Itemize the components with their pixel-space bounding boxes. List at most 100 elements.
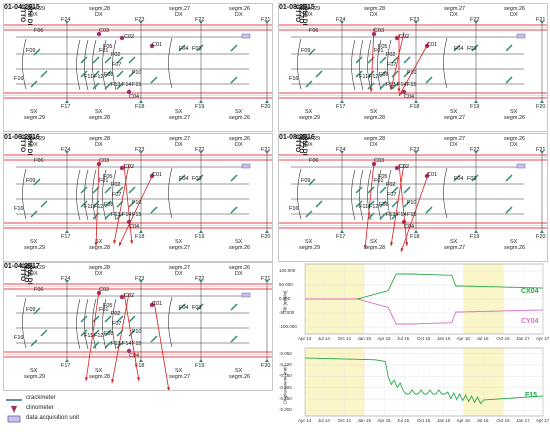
sensor-label-f14: F14	[122, 82, 131, 88]
sensor-label-f16: F16	[14, 335, 23, 341]
sensor-label-f12: F12	[369, 74, 378, 80]
series-cx04-label: CX04	[521, 288, 539, 295]
frame-label-top: F24	[336, 148, 345, 154]
chart-tilt-x-tick: Oct 14	[338, 336, 351, 341]
frame-label-top: F22	[195, 148, 204, 154]
segment-label-bottom: segm.26	[229, 246, 250, 252]
segment-label-bottom: segm.28	[364, 246, 385, 252]
town-label-right: AMPEZZO	[23, 262, 30, 289]
panel-2: segm.29 DX segm.28 DX segm.27 DX segm.26 DX SX se…	[278, 3, 548, 132]
panel-1: segm.29 DX segm.28 DX segm.27 DX segm.26 DX SX se…	[3, 3, 273, 132]
sensor-label-f11: F11	[359, 204, 368, 210]
side-label-top: DX	[95, 13, 103, 19]
town-label-right: AMPEZZO	[298, 3, 305, 30]
sensor-label-f07: F07	[112, 62, 121, 68]
chart-tilt-x-tick: Apr 14	[298, 336, 311, 341]
frame-label-bottom: F19	[470, 235, 479, 241]
crackmeter-2	[81, 316, 87, 322]
sensor-label-f15: F15	[132, 341, 141, 347]
pier-arc-6	[169, 297, 173, 347]
chart-disp-x-tick: Apr 14	[298, 418, 311, 423]
crackmeter-6	[129, 57, 135, 63]
crackmeter-3	[368, 57, 374, 63]
chart-disp-x-tick: Jan 16	[437, 418, 451, 423]
frame-label-top: F22	[470, 18, 479, 24]
pier-arc-2	[85, 170, 89, 220]
sensor-label-f14: F14	[122, 341, 131, 347]
frame-label-top: F23	[135, 18, 144, 24]
sensor-label-f06: F06	[309, 28, 318, 34]
chart-disp-x-tick: Jan 15	[358, 418, 372, 423]
frame-label-top: F23	[135, 148, 144, 154]
legend-dau: data acquisition unit	[4, 415, 24, 424]
side-label-top: DX	[175, 272, 183, 278]
sensor-label-f02: F02	[386, 52, 395, 58]
frame-label-top: F21	[536, 148, 545, 154]
sensor-label-f03: F03	[192, 176, 201, 182]
town-label-right: AMPEZZO	[298, 133, 305, 160]
sensor-label-f10: F10	[132, 329, 141, 335]
crackmeter-17	[231, 45, 237, 51]
chart-tilt-y-tick: -100.000	[279, 324, 297, 329]
sensor-label-f09: F09	[301, 48, 310, 54]
sensor-label-f13: F13	[386, 212, 395, 218]
chart-tilt-x-tick: Oct 15	[417, 336, 430, 341]
sensor-label-f11: F11	[84, 333, 93, 339]
sensor-label-f09: F09	[26, 48, 35, 54]
crackmeter-1	[41, 71, 47, 77]
sensor-label-f04: F04	[179, 46, 188, 52]
sensor-label-f13: F13	[111, 82, 120, 88]
frame-label-bottom: F17	[336, 105, 345, 111]
displacement-arrow-1	[391, 164, 404, 246]
sensor-label-f11: F11	[84, 204, 93, 210]
sensor-label-c02: C02	[124, 293, 134, 299]
sensor-label-c03: C03	[99, 158, 109, 164]
crackmeter-17	[506, 175, 512, 181]
chart-disp-y-label: Displacement [mm]	[283, 365, 288, 405]
frame-label-top: F21	[261, 277, 270, 283]
pier-arc-3	[93, 40, 97, 90]
sensor-label-f10: F10	[132, 200, 141, 206]
crackmeter-6	[129, 187, 135, 193]
chart-tilt-x-tick: Jan 15	[358, 336, 372, 341]
frame-label-bottom: F19	[195, 235, 204, 241]
crackmeter-3	[93, 57, 99, 63]
frame-marker-bottom-3	[540, 230, 544, 233]
frame-marker-bottom-1	[139, 230, 143, 233]
frame-marker-bottom-2	[474, 230, 478, 233]
sensor-label-c03: C03	[374, 28, 384, 34]
frame-marker-bottom-1	[139, 100, 143, 103]
sensor-label-f10: F10	[132, 70, 141, 76]
segment-label-bottom: segm.29	[24, 116, 45, 122]
crackmeter-19	[231, 336, 237, 342]
frame-label-bottom: F18	[410, 105, 419, 111]
sensor-label-c02: C02	[399, 34, 409, 40]
chart-disp-x-tick: Jul 16	[477, 418, 489, 423]
sensor-label-f07: F07	[387, 192, 396, 198]
chart-disp-x-tick: Oct 14	[338, 418, 351, 423]
frame-label-bottom: F18	[135, 235, 144, 241]
sensor-label-f09: F09	[301, 178, 310, 184]
clinometer-icon	[4, 405, 24, 414]
side-label-top: DX	[450, 143, 458, 149]
side-label-top: DX	[235, 143, 243, 149]
sensor-label-f03: F03	[467, 46, 476, 52]
frame-label-bottom: F19	[195, 364, 204, 370]
legend: crackmeter clinometer data acquisition u…	[4, 393, 270, 427]
chart-disp-x-tick: Apr 15	[377, 418, 390, 423]
monitoring-charts: 100.000 50.000 0.000 -50.000 -100.000 Apr 14 J…	[277, 262, 547, 427]
sensor-label-f05: F05	[378, 174, 387, 180]
pier-arc-6	[169, 168, 173, 218]
frame-label-top: F22	[195, 277, 204, 283]
pier-arc-1	[352, 40, 356, 90]
frame-marker-bottom-3	[540, 100, 544, 103]
chart-tilt-x-tick: Jul 14	[318, 336, 330, 341]
frame-label-top: F21	[261, 148, 270, 154]
pier-arc-2	[85, 40, 89, 90]
pier-arc-1	[77, 299, 81, 349]
segment-label-bottom: segm.27	[169, 116, 190, 122]
sensor-label-f16: F16	[14, 76, 23, 82]
sensor-label-c03: C03	[99, 28, 109, 34]
crackmeter-2	[356, 187, 362, 193]
side-label-top: DX	[510, 13, 518, 19]
